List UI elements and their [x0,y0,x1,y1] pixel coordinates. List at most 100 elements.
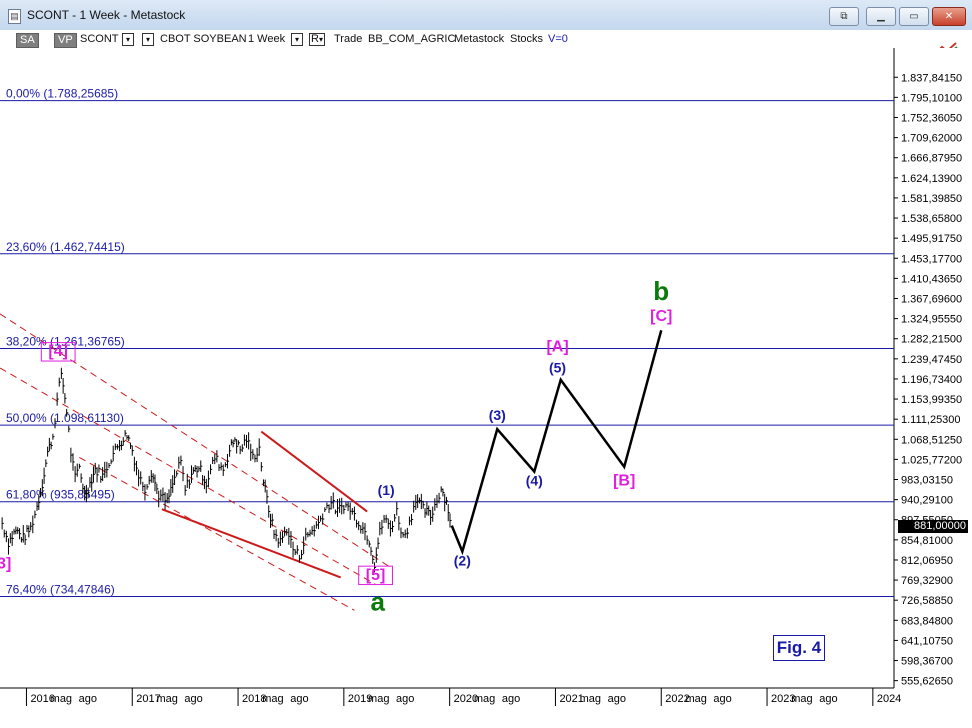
y-axis: 1.837,84150 1.795,10100 1.752,36050 1.709,6… [894,72,962,688]
chart-toolbar: SA VP SCONT ▾ ▾ CBOT SOYBEAN 1 Week ▾ R▾… [0,30,972,48]
x-tick-label: mag [791,693,812,705]
wave-label-2: [A] [546,339,568,356]
x-tick-label: 2020 [454,693,478,705]
wave-label-frame-11 [40,342,76,362]
y-tick-label: 1.538,65800 [901,213,962,225]
y-tick-label: 1.282,21500 [901,334,962,346]
wave-label-8: (2) [454,553,471,569]
y-tick-label: 1.324,95550 [901,314,962,326]
x-tick-label: 2022 [665,693,689,705]
symbol-dropdown[interactable]: ▾ [122,33,134,46]
y-tick-label: 983,03150 [901,475,953,487]
r-label: R [311,33,319,45]
fib-label-2: 38,20% (1.261,36765) [6,335,125,349]
x-tick-label: ago [79,693,97,705]
x-tick-label: mag [262,693,283,705]
x-tick-label: ago [608,693,626,705]
y-tick-label: 641,10750 [901,635,953,647]
fib-label-1: 23,60% (1.462,74415) [6,240,125,254]
wave-label-11: [4] [48,343,68,360]
x-tick-label: 2017 [136,693,160,705]
maximize-button[interactable]: ▭ [899,7,929,26]
period-label: 1 Week [248,33,286,45]
wave-label-12: 3] [0,555,11,572]
fib-label-4: 61,80% (935,85495) [6,488,115,502]
y-tick-label: 1.111,25300 [901,414,961,426]
y-tick-label: 812,06950 [901,555,953,567]
x-tick-label: mag [368,693,389,705]
wave-label-frame-9 [358,565,393,586]
wave-label-6: [B] [613,473,635,490]
channel-line-0 [0,367,376,585]
x-tick-label: mag [51,693,72,705]
wave-projection-path [450,330,663,556]
wave-label-9: [5] [366,567,386,584]
x-tick-label: mag [474,693,495,705]
wave-projection [450,330,663,556]
wave-label-4: (3) [489,407,506,423]
market-label: BB_COM_AGRIC [368,33,456,45]
y-tick-label: 1.666,87950 [901,153,962,165]
y-tick-label: 1.709,62000 [901,133,962,145]
sa-button[interactable]: SA [16,33,39,48]
symbol-label: SCONT [80,33,119,45]
y-tick-label: 1.837,84150 [901,72,962,84]
fib-label-3: 50,00% (1.098,61130) [6,411,124,425]
x-tick-label: mag [685,693,706,705]
y-tick-label: 940,29100 [901,495,953,507]
y-tick-label: 726,58850 [901,595,953,607]
x-tick-label: 2021 [559,693,583,705]
wave-label-10: a [370,586,385,616]
fibonacci-levels: 0,00% (1.788,25685) 23,60% (1.462,74415) 3… [0,87,894,597]
volume-label: V=0 [548,33,568,45]
period-dropdown[interactable]: ▾ [291,33,303,46]
x-tick-label: ago [819,693,837,705]
wave-label-5: (4) [526,473,543,489]
y-tick-label: 1.581,39850 [901,193,962,205]
x-tick-label: 2016 [30,693,54,705]
y-tick-label: 1.025,77200 [901,454,962,466]
channel-line-1 [0,313,392,569]
vp-button[interactable]: VP [54,33,77,48]
minimize-button[interactable]: ▁ [866,7,896,26]
y-tick-label: 1.795,10100 [901,92,962,104]
x-tick-label: ago [502,693,520,705]
channel-line-4 [161,508,342,579]
fib-label-0: 0,00% (1.788,25685) [6,87,118,101]
x-tick-label: mag [580,693,601,705]
price-series [1,367,452,573]
close-button[interactable]: ✕ [932,7,966,26]
security-name: CBOT SOYBEAN [160,33,247,45]
y-tick-label: 1.239,47450 [901,354,962,366]
price-chart[interactable]: 0,00% (1.788,25685) 23,60% (1.462,74415) 3… [0,48,972,728]
y-tick-label: 1.068,51250 [901,434,962,446]
y-tick-label: 769,32900 [901,575,953,587]
wave-labels: b [C] [A] (5) (3) (4) [B] (1) (2) [5] a [4] 3] [0,276,672,617]
source-label: Metastock [454,33,505,45]
wave-label-7: (1) [378,482,395,498]
type-label: Stocks [510,33,544,45]
r-dropdown[interactable]: R▾ [309,33,325,46]
x-tick-label: 2019 [348,693,372,705]
channel-line-3 [260,430,368,513]
y-tick-label: 598,36700 [901,656,953,668]
last-price-badge: 881,00000 [898,520,968,533]
y-tick-label: 1.624,13900 [901,173,962,185]
wave-label-3: (5) [549,360,566,376]
y-tick-label: 1.495,91750 [901,233,962,245]
x-tick-label: ago [184,693,202,705]
y-tick-label: 1.752,36050 [901,112,962,124]
restore-down-button[interactable]: ⧉ [829,7,859,26]
y-tick-label: 1.153,99350 [901,394,962,406]
y-tick-label: 1.196,73400 [901,374,962,386]
y-tick-label: 683,84800 [901,615,953,627]
r-arrow: ▾ [318,35,323,44]
figure-label: Fig. 4 [773,635,825,661]
name-dropdown[interactable]: ▾ [142,33,154,46]
window-title: SCONT - 1 Week - Metastock [27,8,186,22]
wave-label-1: [C] [650,308,672,325]
y-tick-label: 1.410,43650 [901,273,962,285]
fib-label-5: 76,40% (734,47846) [6,582,115,596]
